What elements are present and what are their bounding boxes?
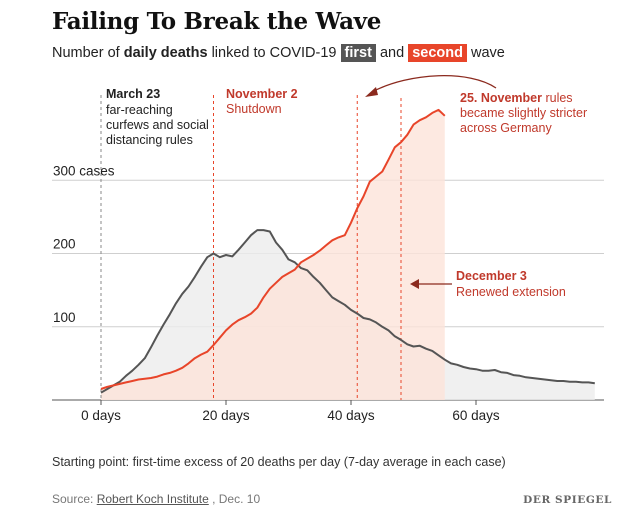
series-lines: [100, 108, 595, 394]
subtitle-mid: linked to COVID-19: [207, 45, 341, 61]
x-tick-label: 40 days: [327, 408, 375, 423]
annotation-text: across Germany: [460, 121, 552, 135]
annotation-date-suffix: rules: [542, 91, 573, 105]
source-label: Source:: [52, 492, 97, 506]
annotation-text: distancing rules: [106, 133, 193, 147]
source-link[interactable]: Robert Koch Institute: [96, 492, 209, 506]
series-line-first: [100, 229, 595, 394]
annotation-arrow: [371, 75, 497, 93]
chart-title: Failing To Break the Wave: [52, 8, 382, 35]
annotation-text: far-reaching: [106, 103, 173, 117]
x-tick-label: 20 days: [202, 408, 250, 423]
areas: [101, 109, 595, 401]
annotation-date: December 3: [456, 269, 527, 283]
annotation-arrowhead: [365, 87, 378, 97]
source-line: Source: Robert Koch Institute , Dec. 10: [52, 492, 260, 506]
annotation-date-text: 25. November: [460, 91, 542, 105]
y-tick-labels: 100 200 300 cases: [53, 163, 115, 325]
x-tick-label: 60 days: [452, 408, 500, 423]
annotation-date-text: December 3: [456, 269, 527, 283]
y-tick-label: 300 cases: [53, 163, 115, 178]
y-tick-label: 100: [53, 310, 76, 325]
x-tick-labels: 0 days 20 days 40 days 60 days: [81, 400, 500, 423]
annotation-date: 25. November rules: [460, 91, 573, 105]
subtitle-pre: Number of: [52, 45, 124, 61]
y-tick-label: 200: [53, 237, 76, 252]
annotation-date: March 23: [106, 87, 160, 101]
spiegel-logo: DER SPIEGEL: [523, 494, 612, 506]
chart-subtitle: Number of daily deaths linked to COVID-1…: [52, 44, 505, 62]
series-area-second: [101, 109, 445, 401]
series-line-second: [100, 108, 446, 390]
subtitle-post: wave: [466, 45, 505, 61]
subtitle-and: and: [375, 45, 409, 61]
annotation-date: November 2: [226, 87, 298, 101]
first-wave-badge: first: [340, 44, 376, 62]
annotation-text: Shutdown: [226, 102, 282, 116]
source-date: , Dec. 10: [208, 492, 261, 506]
annotation-date-text: November 2: [226, 87, 298, 101]
chart: 100 200 300 cases 0 days 20 days 40 days 60 d…: [52, 75, 604, 423]
subtitle-bold: daily deaths: [123, 45, 208, 61]
annotation-arrowhead: [410, 279, 419, 289]
annotation-text: Renewed extension: [456, 285, 566, 299]
annotation-text: became slightly stricter: [460, 106, 587, 120]
annotation-text: curfews and social: [106, 118, 209, 132]
annotation-lines: [100, 95, 402, 400]
footnote: Starting point: first-time excess of 20 …: [52, 455, 506, 469]
x-tick-label: 0 days: [81, 408, 121, 423]
second-wave-badge: second: [408, 44, 467, 62]
